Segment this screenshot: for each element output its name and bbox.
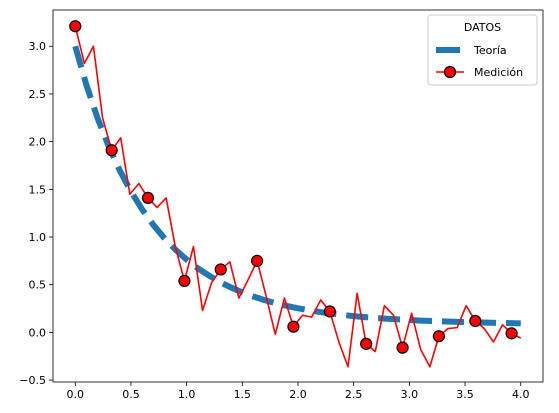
y-tick-label: 1.0 — [29, 231, 47, 244]
legend-marker — [443, 65, 457, 79]
x-tick-label: 3.5 — [456, 388, 474, 401]
data-point-marker — [141, 191, 155, 205]
plot-area — [69, 20, 522, 368]
data-point-marker — [287, 320, 300, 333]
x-tick-label: 1.0 — [178, 388, 196, 401]
series-line-teoria — [72, 45, 521, 327]
y-tick-label: 2.5 — [29, 88, 47, 101]
legend-box — [427, 14, 538, 86]
x-tick-label: 2.0 — [289, 388, 307, 401]
x-tick-label: 4.0 — [512, 388, 530, 401]
data-point-marker — [505, 327, 518, 340]
x-axis: 0.0 0.5 1.0 1.5 2.0 2.5 3.0 3.5 4.0 — [67, 382, 530, 401]
x-tick-label: 2.5 — [345, 388, 363, 401]
x-tick-label: 0.5 — [122, 388, 140, 401]
y-tick-label: 2.0 — [29, 136, 47, 149]
data-point-marker — [469, 314, 482, 328]
data-point-marker — [251, 254, 264, 267]
y-axis: −0.5 0.0 0.5 1.0 1.5 2.0 2.5 3.0 — [19, 40, 53, 387]
y-tick-label: −0.5 — [19, 374, 46, 387]
data-point-marker — [178, 274, 191, 287]
legend: DATOS Teoría Medición — [427, 14, 538, 86]
data-point-marker — [432, 330, 445, 343]
data-point-marker — [214, 263, 227, 276]
legend-title: DATOS — [464, 21, 501, 34]
data-point-marker — [396, 341, 409, 354]
data-point-marker — [105, 144, 118, 157]
x-tick-label: 1.5 — [234, 388, 252, 401]
x-tick-label: 3.0 — [401, 388, 419, 401]
y-tick-label: 3.0 — [29, 40, 47, 53]
y-tick-label: 0.5 — [29, 279, 47, 292]
data-point-marker — [360, 337, 373, 350]
x-tick-label: 0.0 — [67, 388, 85, 401]
legend-label: Medición — [474, 66, 523, 79]
axes-frame — [52, 9, 544, 383]
legend-label: Teoría — [473, 44, 507, 57]
data-point-marker — [69, 20, 82, 33]
y-tick-label: 0.0 — [29, 326, 47, 339]
data-point-marker — [323, 305, 336, 318]
y-tick-label: 1.5 — [29, 183, 47, 196]
legend-entries: Teoría Medición — [436, 44, 523, 79]
